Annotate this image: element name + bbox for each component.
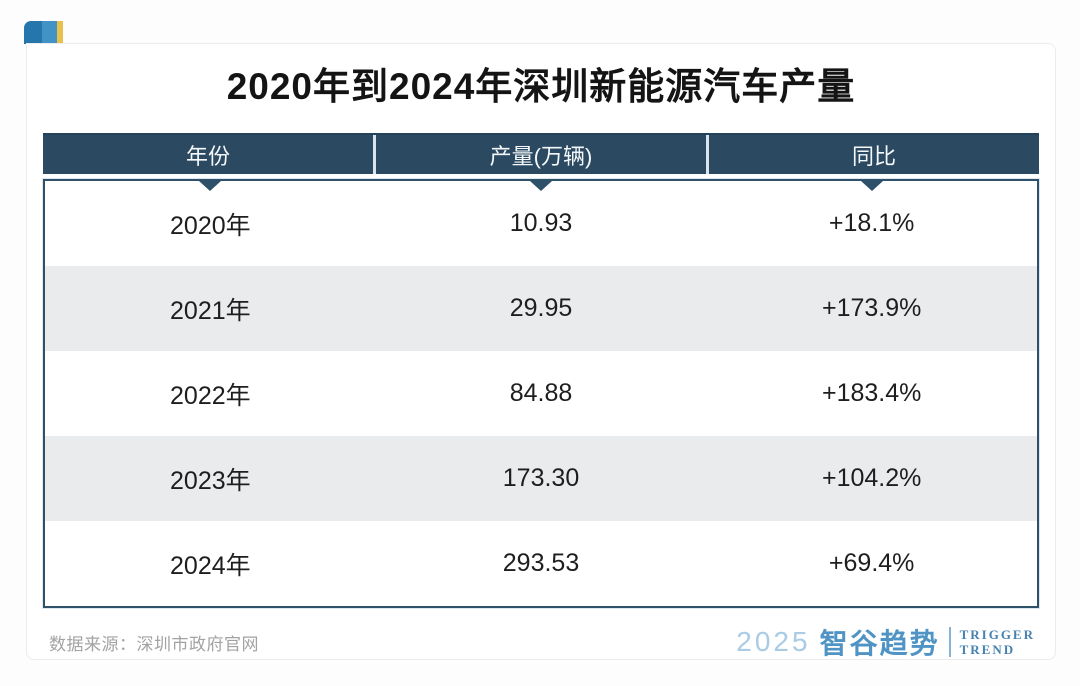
cell-production: 10.93 bbox=[509, 209, 573, 237]
infographic-card: 2020年到2024年深圳新能源汽车产量 年份 产量(万辆) 同比 2020年 … bbox=[26, 43, 1056, 660]
production-table: 年份 产量(万辆) 同比 2020年 10.93 +18.1% 2021年 29… bbox=[42, 133, 1040, 609]
header-year: 年份 bbox=[185, 143, 230, 169]
logo-year-text: 2025 bbox=[736, 626, 811, 657]
brand-logo: 2025 智谷趋势 TRIGGER TREND bbox=[736, 622, 1035, 662]
table-row: 2024年 293.53 +69.4% bbox=[45, 521, 1037, 606]
cell-yoy: +173.9% bbox=[821, 294, 922, 322]
table-row: 2020年 10.93 +18.1% bbox=[45, 181, 1037, 266]
cell-production: 29.95 bbox=[509, 294, 573, 322]
cell-production: 293.53 bbox=[502, 549, 580, 577]
page-title: 2020年到2024年深圳新能源汽车产量 bbox=[226, 66, 856, 107]
cell-production: 84.88 bbox=[509, 379, 573, 407]
header-production: 产量(万辆) bbox=[373, 135, 706, 174]
cell-year: 2021年 bbox=[170, 296, 251, 325]
cell-year: 2023年 bbox=[170, 466, 251, 495]
brand-corner-chip-icon bbox=[24, 21, 63, 44]
cell-yoy: +69.4% bbox=[828, 549, 915, 577]
column-pointer-triangle-icon bbox=[530, 181, 552, 191]
cell-yoy: +104.2% bbox=[821, 464, 922, 492]
logo-brand-text: 智谷趋势 bbox=[819, 628, 940, 659]
table-body: 2020年 10.93 +18.1% 2021年 29.95 +173.9% 2… bbox=[42, 178, 1040, 609]
header-yoy: 同比 bbox=[706, 135, 1039, 174]
chip-dark-blue-block bbox=[24, 21, 42, 44]
cell-year: 2024年 bbox=[170, 551, 251, 580]
table-row: 2023年 173.30 +104.2% bbox=[45, 436, 1037, 521]
cell-year: 2020年 bbox=[170, 211, 251, 240]
data-source-text: 数据来源：深圳市政府官网 bbox=[49, 634, 259, 654]
table-row: 2021年 29.95 +173.9% bbox=[45, 266, 1037, 351]
chip-gold-stripe bbox=[57, 21, 63, 44]
table-row: 2022年 84.88 +183.4% bbox=[45, 351, 1037, 436]
cell-yoy: +183.4% bbox=[821, 379, 922, 407]
logo-divider bbox=[948, 627, 951, 657]
cell-year: 2022年 bbox=[170, 381, 251, 410]
cell-production: 173.30 bbox=[502, 464, 580, 492]
column-pointer-triangle-icon bbox=[199, 181, 222, 191]
column-pointer-triangle-icon bbox=[860, 181, 883, 191]
logo-tagline-line1: TRIGGER bbox=[959, 627, 1035, 642]
logo-tagline: TRIGGER TREND bbox=[960, 627, 1035, 657]
table-header-row: 年份 产量(万辆) 同比 bbox=[43, 133, 1039, 174]
logo-tagline-line2: TREND bbox=[959, 642, 1016, 657]
chip-light-blue-block bbox=[42, 21, 57, 44]
footer: 数据来源：深圳市政府官网 2025 智谷趋势 TRIGGER TREND bbox=[49, 622, 1035, 662]
cell-yoy: +18.1% bbox=[828, 209, 915, 237]
